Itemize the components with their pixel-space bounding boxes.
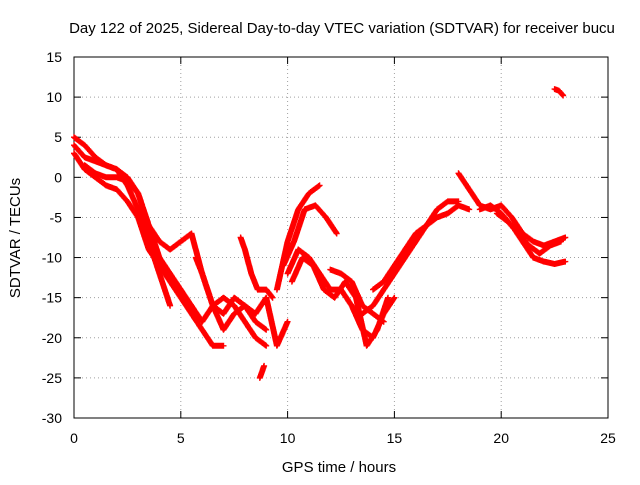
- series-arc-7: [256, 362, 268, 381]
- axis-ticks: [73, 56, 609, 419]
- y-tick-label: -10: [42, 250, 62, 266]
- y-tick-label: -20: [42, 330, 62, 346]
- series-arc-12: [327, 266, 387, 325]
- y-tick-label: 0: [54, 169, 62, 185]
- data-marker-path: [192, 254, 291, 349]
- data-marker-path: [370, 202, 473, 293]
- data-marker-path: [327, 266, 387, 325]
- series-arc-9: [280, 202, 340, 269]
- plot-frame: [73, 56, 609, 419]
- y-tick-label: -25: [42, 370, 62, 386]
- chart-title: Day 122 of 2025, Sidereal Day-to-day VTE…: [69, 20, 615, 37]
- data-marker-path: [280, 202, 340, 269]
- y-tick-label: 15: [46, 49, 62, 65]
- series-arc-15: [455, 170, 569, 249]
- y-tick-label: 10: [46, 89, 62, 105]
- data-marker-path: [81, 162, 270, 349]
- data-marker-path: [71, 150, 227, 349]
- x-tick-label: 0: [70, 430, 78, 446]
- x-tick-label: 15: [387, 430, 403, 446]
- x-tick-label: 25: [600, 430, 616, 446]
- data-marker-path: [237, 234, 276, 301]
- series-arc-13: [359, 198, 462, 317]
- series-arc-17: [493, 210, 564, 257]
- series-arc-3: [71, 150, 227, 349]
- series-arc-5: [192, 254, 291, 349]
- data-marker-path: [493, 210, 564, 257]
- x-axis-label: GPS time / hours: [282, 459, 396, 476]
- series-arc-14: [370, 202, 473, 293]
- data-points: [71, 86, 569, 381]
- data-marker-path: [551, 86, 567, 99]
- x-tick-labels: 0 5 10 15 20 25: [70, 430, 616, 446]
- series-arc-6: [237, 234, 276, 301]
- y-tick-label: 5: [54, 129, 62, 145]
- data-marker-path: [359, 198, 462, 317]
- data-marker-path: [455, 170, 569, 249]
- y-axis-label: SDTVAR / TECUs: [7, 178, 24, 298]
- y-tick-label: -15: [42, 290, 62, 306]
- series-arc-18: [551, 86, 567, 99]
- y-tick-labels: -30 -25 -20 -15 -10 -5 0 5 10 15: [42, 49, 62, 426]
- y-tick-label: -30: [42, 410, 62, 426]
- y-tick-label: -5: [50, 209, 63, 225]
- grid: [74, 57, 608, 418]
- x-tick-label: 20: [493, 430, 509, 446]
- x-tick-label: 10: [280, 430, 296, 446]
- data-marker-path: [256, 362, 268, 381]
- x-tick-label: 5: [177, 430, 185, 446]
- series-arc-4: [81, 162, 270, 349]
